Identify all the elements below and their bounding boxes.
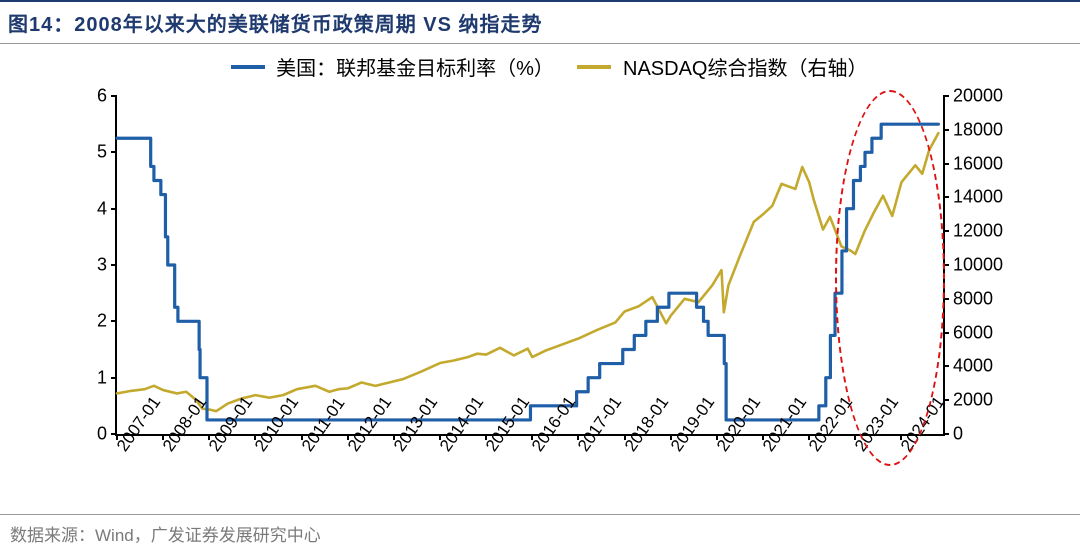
y-right-tick-label: 8000 [953,288,993,309]
figure-container: 图14：2008年以来大的美联储货币政策周期 VS 纳指走势 美国：联邦基金目标… [0,0,1080,552]
y-right-tick-mark [943,433,949,435]
y-left-tick-mark [111,377,117,379]
x-tick-mark [393,434,395,440]
x-tick-mark [347,434,349,440]
legend-swatch-2 [577,65,611,69]
nasdaq-line [117,133,938,411]
y-right-tick-mark [943,230,949,232]
x-tick-mark [301,434,303,440]
legend-swatch-1 [231,65,265,69]
y-right-tick-mark [943,332,949,334]
fed-rate-line [117,124,938,420]
x-tick-mark [439,434,441,440]
x-tick-mark [716,434,718,440]
plot-area: 0123456020004000600080001000012000140001… [115,96,945,436]
source-text: 数据来源：Wind，广发证券发展研究中心 [10,526,321,545]
y-left-tick-mark [111,95,117,97]
y-left-tick-mark [111,320,117,322]
x-tick-mark [254,434,256,440]
y-left-tick-label: 6 [97,86,107,107]
x-tick-mark [670,434,672,440]
figure-title: 图14：2008年以来大的美联储货币政策周期 VS 纳指走势 [8,14,543,36]
y-right-tick-label: 18000 [953,119,1003,140]
y-left-tick-mark [111,264,117,266]
y-right-tick-label: 0 [953,424,963,445]
y-left-tick-label: 0 [97,424,107,445]
y-left-tick-label: 4 [97,198,107,219]
legend: 美国：联邦基金目标利率（%） NASDAQ综合指数（右轴） [0,52,1080,81]
y-right-tick-mark [943,95,949,97]
x-tick-mark [854,434,856,440]
x-tick-mark [208,434,210,440]
y-left-tick-label: 1 [97,367,107,388]
y-right-tick-label: 14000 [953,187,1003,208]
x-tick-mark [162,434,164,440]
y-right-tick-mark [943,196,949,198]
y-right-tick-mark [943,163,949,165]
x-tick-mark [762,434,764,440]
y-right-tick-mark [943,129,949,131]
chart-zone: 美国：联邦基金目标利率（%） NASDAQ综合指数（右轴） 0123456020… [0,44,1080,514]
y-right-tick-label: 4000 [953,356,993,377]
y-left-tick-label: 5 [97,142,107,163]
y-left-tick-label: 3 [97,255,107,276]
y-right-tick-label: 2000 [953,390,993,411]
y-right-tick-label: 16000 [953,153,1003,174]
legend-label-1: 美国：联邦基金目标利率（%） [276,58,554,80]
highlight-ellipse [835,90,945,466]
title-bar: 图14：2008年以来大的美联储货币政策周期 VS 纳指走势 [0,0,1080,44]
legend-label-2: NASDAQ综合指数（右轴） [623,58,867,80]
y-left-tick-mark [111,208,117,210]
y-right-tick-mark [943,365,949,367]
x-tick-mark [624,434,626,440]
x-tick-mark [531,434,533,440]
y-left-tick-mark [111,151,117,153]
source-footer: 数据来源：Wind，广发证券发展研究中心 [0,514,1080,552]
y-right-tick-label: 20000 [953,86,1003,107]
x-tick-mark [485,434,487,440]
y-right-tick-label: 6000 [953,322,993,343]
chart-svg [117,96,943,434]
y-right-tick-label: 10000 [953,255,1003,276]
x-tick-mark [116,434,118,440]
x-tick-mark [577,434,579,440]
x-tick-mark [808,434,810,440]
y-left-tick-label: 2 [97,311,107,332]
y-right-tick-label: 12000 [953,221,1003,242]
